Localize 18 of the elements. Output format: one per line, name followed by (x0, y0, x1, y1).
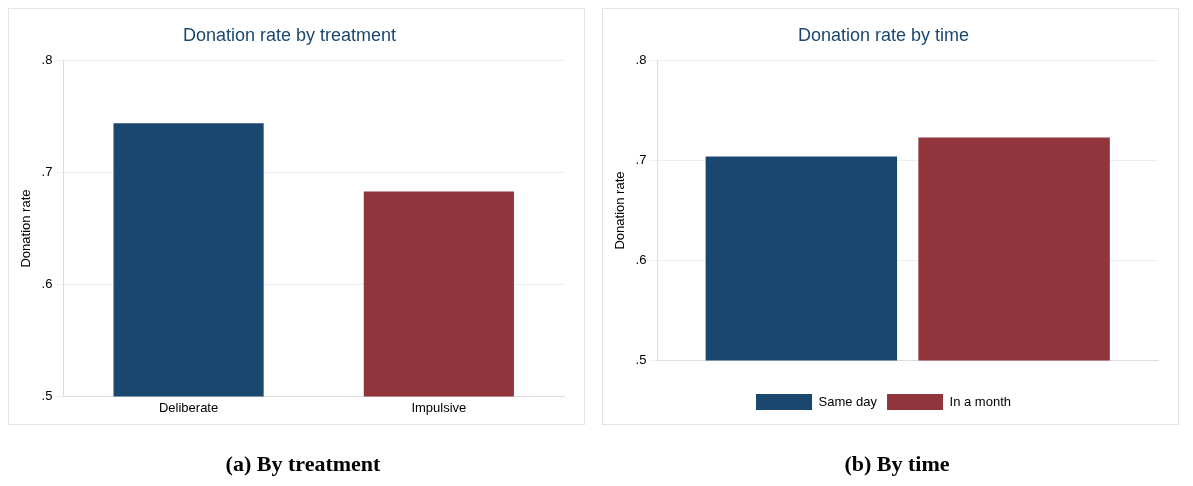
y-axis-title: Donation rate (612, 171, 628, 250)
text: (a) By treatment (224, 451, 382, 477)
y-tick-label: .6 (41, 276, 53, 292)
y-tick-label: .6 (635, 252, 647, 268)
y-tick-label: .7 (635, 152, 647, 168)
y-tick-label: .5 (41, 387, 53, 403)
y-tick-label: .7 (41, 164, 53, 180)
chart-title: Donation rate by time (797, 24, 970, 45)
x-tick-label: Deliberate (158, 399, 219, 415)
y-tick-label: .5 (635, 351, 647, 367)
chart-title: Donation rate by treatment (182, 24, 397, 45)
y-tick-label: .8 (635, 52, 647, 68)
y-axis-title: Donation rate (18, 189, 34, 268)
x-tick-label: Impulsive (411, 399, 467, 415)
legend-label: Same day (818, 393, 878, 409)
y-tick-label: .8 (41, 52, 53, 68)
text: (b) By time (843, 451, 951, 477)
legend-label: In a month (949, 393, 1011, 409)
